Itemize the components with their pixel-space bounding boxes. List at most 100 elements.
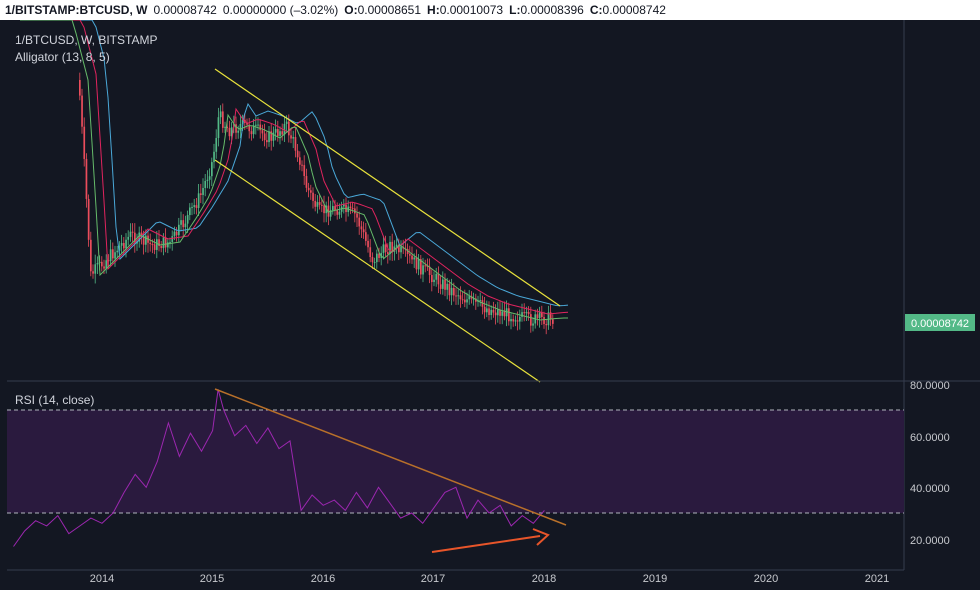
candle-body (228, 127, 231, 137)
candle-body (90, 239, 92, 272)
candle-body (224, 126, 226, 128)
candle-body (193, 205, 196, 207)
candle-body (94, 264, 97, 274)
candle-body (296, 150, 299, 158)
rsi-tick-40: 40.0000 (910, 483, 950, 495)
candle-body (283, 123, 286, 135)
candle-body (219, 111, 222, 118)
candle-body (349, 206, 352, 209)
x-tick-2020: 2020 (754, 573, 778, 585)
channel-lower-line[interactable] (214, 159, 541, 383)
candle-body (255, 124, 257, 126)
close-label: C: (589, 3, 603, 17)
candle-body (336, 210, 339, 215)
candle-body (235, 124, 237, 133)
candle-body (116, 250, 119, 253)
candle-body (299, 157, 301, 165)
candle-body (241, 119, 244, 125)
candle-body (169, 241, 171, 243)
candle-body (129, 231, 132, 237)
candle-body (527, 311, 530, 315)
time-axis[interactable]: 2014 2015 2016 2017 2018 2019 2020 2021 (7, 569, 904, 585)
x-tick-2017: 2017 (421, 573, 445, 585)
candle-body (285, 121, 288, 124)
candle-body (160, 246, 163, 249)
candle-body (431, 274, 433, 283)
candle-body (101, 261, 103, 267)
candle-body (417, 259, 420, 270)
candle-body (279, 131, 281, 136)
candle-body (530, 314, 532, 326)
candle-body (543, 316, 545, 325)
candle-body (514, 320, 517, 322)
rsi-tick-20: 20.0000 (910, 535, 950, 547)
candle-body (109, 249, 112, 262)
candle-body (505, 308, 508, 317)
candle-body (420, 259, 422, 275)
candle-body (142, 236, 145, 245)
alligator-label[interactable]: Alligator (13, 8, 5) (15, 50, 110, 64)
candle-body (510, 319, 512, 322)
candle-body (140, 232, 143, 237)
rsi-pane[interactable]: RSI (14, close) 80.0000 60.0000 40.0000 … (7, 380, 950, 553)
main-symbol-label[interactable]: 1/BTCUSD, W, BITSTAMP (15, 33, 157, 47)
candle-body (499, 309, 501, 316)
x-tick-2015: 2015 (200, 573, 224, 585)
chart-canvas[interactable]: 1/BTCUSD, W, BITSTAMP Alligator (13, 8, … (0, 20, 980, 590)
x-tick-2021: 2021 (865, 573, 889, 585)
candle-body (149, 242, 152, 245)
x-tick-2014: 2014 (90, 573, 114, 585)
candle-body (162, 237, 165, 249)
candle-body (290, 135, 292, 139)
candle-body (211, 162, 213, 177)
candle-body (360, 226, 363, 230)
candle-body (382, 244, 385, 253)
rsi-divergence-arrow[interactable] (431, 535, 541, 553)
candle-body (384, 244, 387, 253)
candle-body (250, 131, 253, 135)
candle-body (329, 210, 332, 217)
candle-body (433, 279, 435, 283)
candle-body (503, 311, 506, 317)
candle-body (448, 283, 451, 296)
candle-body (362, 229, 365, 233)
candle-body (453, 287, 455, 296)
rsi-arrow-head (532, 528, 550, 546)
candle-body (274, 129, 277, 133)
candle-body (164, 237, 167, 248)
candle-body (134, 232, 136, 244)
candle-body (175, 231, 178, 236)
candle-body (475, 298, 477, 302)
main-pane[interactable]: 1/BTCUSD, W, BITSTAMP Alligator (13, 8, … (7, 20, 904, 383)
candle-body (79, 80, 81, 96)
candle-body (237, 130, 240, 133)
candle-body (259, 124, 262, 131)
candle-body (294, 137, 297, 151)
rsi-descending-trendline[interactable] (214, 388, 567, 526)
candle-body (173, 231, 176, 237)
candle-body (512, 319, 515, 322)
candle-body (123, 242, 125, 249)
candle-body (450, 287, 453, 296)
candle-body (156, 239, 158, 250)
x-tick-2018: 2018 (532, 573, 556, 585)
candle-body (492, 309, 495, 313)
symbol-title[interactable]: 1/BITSTAMP:BTCUSD, W (5, 3, 148, 17)
low-label: L: (509, 3, 521, 17)
candle-body (226, 126, 229, 128)
candle-body (307, 187, 310, 191)
candle-body (272, 132, 275, 141)
candle-body (208, 176, 211, 180)
candle-body (171, 236, 174, 242)
candle-body (305, 175, 308, 188)
rsi-label[interactable]: RSI (14, close) (15, 393, 94, 407)
candle-body (120, 242, 123, 246)
alligator-jaw-line (20, 20, 569, 307)
candle-body (545, 324, 548, 326)
candle-body (206, 179, 209, 181)
candle-body (252, 125, 255, 135)
candle-body (369, 247, 372, 258)
candle-body (365, 232, 367, 241)
candle-body (323, 205, 325, 214)
channel-upper-line[interactable] (214, 68, 561, 307)
